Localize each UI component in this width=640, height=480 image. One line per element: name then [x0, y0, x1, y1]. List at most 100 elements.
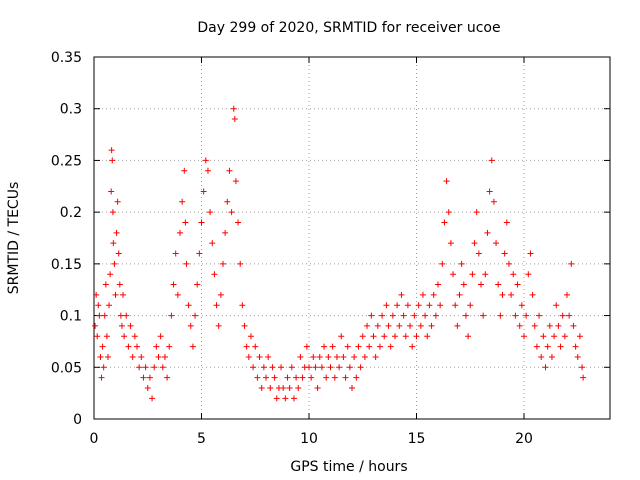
- data-point: [108, 188, 115, 195]
- data-point: [172, 250, 179, 257]
- data-point: [151, 364, 158, 371]
- data-point: [480, 312, 487, 319]
- data-point: [568, 260, 575, 267]
- data-point: [529, 291, 536, 298]
- data-point: [170, 281, 177, 288]
- data-point: [430, 291, 437, 298]
- data-point: [361, 353, 368, 360]
- data-point: [379, 312, 386, 319]
- data-point: [579, 364, 586, 371]
- data-point: [488, 157, 495, 164]
- data-point: [224, 198, 231, 205]
- data-point: [359, 333, 366, 340]
- data-point: [166, 343, 173, 350]
- data-point: [295, 384, 302, 391]
- data-point: [282, 395, 289, 402]
- data-point: [98, 374, 105, 381]
- data-point: [117, 312, 124, 319]
- data-point: [432, 312, 439, 319]
- data-point: [364, 322, 371, 329]
- data-point: [327, 364, 334, 371]
- data-point: [241, 322, 248, 329]
- data-point: [211, 271, 218, 278]
- data-point: [155, 353, 162, 360]
- data-point: [230, 105, 237, 112]
- data-point: [497, 312, 504, 319]
- data-point: [204, 167, 211, 174]
- data-point: [106, 302, 113, 309]
- data-point: [271, 374, 278, 381]
- data-point: [144, 384, 151, 391]
- data-point: [394, 302, 401, 309]
- data-point: [108, 147, 115, 154]
- data-point: [490, 198, 497, 205]
- data-point: [97, 353, 104, 360]
- data-point: [542, 364, 549, 371]
- data-point: [127, 322, 134, 329]
- data-point: [114, 198, 121, 205]
- data-point: [536, 312, 543, 319]
- data-point: [329, 343, 336, 350]
- data-point: [217, 291, 224, 298]
- data-point: [103, 333, 110, 340]
- data-point: [323, 374, 330, 381]
- data-point: [456, 291, 463, 298]
- data-point: [232, 178, 239, 185]
- data-point: [115, 250, 122, 257]
- data-point: [209, 240, 216, 247]
- y-tick-label: 0.3: [60, 102, 82, 118]
- data-point: [111, 260, 118, 267]
- data-point: [484, 229, 491, 236]
- data-point: [288, 364, 295, 371]
- data-point: [465, 333, 472, 340]
- data-point: [557, 343, 564, 350]
- data-point: [318, 364, 325, 371]
- data-point: [92, 322, 99, 329]
- data-point: [237, 260, 244, 267]
- data-point: [355, 343, 362, 350]
- data-point: [572, 343, 579, 350]
- data-point: [467, 302, 474, 309]
- y-tick-label: 0.15: [51, 257, 82, 273]
- data-point: [303, 343, 310, 350]
- data-point: [561, 333, 568, 340]
- data-point: [409, 343, 416, 350]
- data-point: [107, 271, 114, 278]
- y-axis-label: SRMTID / TECUs: [6, 182, 22, 295]
- data-point: [538, 353, 545, 360]
- data-point: [220, 260, 226, 267]
- data-point: [387, 343, 394, 350]
- data-point: [357, 364, 364, 371]
- data-point: [194, 281, 201, 288]
- data-point: [342, 374, 349, 381]
- data-point: [110, 240, 117, 247]
- x-tick-label: 20: [515, 431, 533, 447]
- data-point: [452, 302, 459, 309]
- data-point: [424, 333, 431, 340]
- data-point: [372, 353, 379, 360]
- data-point: [478, 281, 484, 288]
- data-point: [284, 374, 291, 381]
- data-point: [419, 291, 426, 298]
- data-point: [338, 333, 345, 340]
- data-point: [505, 260, 512, 267]
- data-point: [523, 312, 530, 319]
- data-point: [207, 209, 214, 216]
- data-point: [104, 353, 111, 360]
- data-point: [306, 364, 312, 371]
- data-point: [93, 291, 100, 298]
- data-point: [247, 333, 254, 340]
- data-point: [383, 302, 390, 309]
- data-point: [493, 240, 500, 247]
- data-points: [92, 105, 587, 402]
- data-point: [297, 353, 304, 360]
- data-point: [503, 219, 510, 226]
- data-point: [228, 209, 235, 216]
- data-point: [109, 157, 116, 164]
- data-point: [340, 353, 347, 360]
- chart-title: Day 299 of 2020, SRMTID for receiver uco…: [197, 20, 500, 36]
- data-point: [312, 364, 319, 371]
- data-point: [136, 364, 143, 371]
- data-point: [239, 302, 246, 309]
- data-point: [411, 312, 418, 319]
